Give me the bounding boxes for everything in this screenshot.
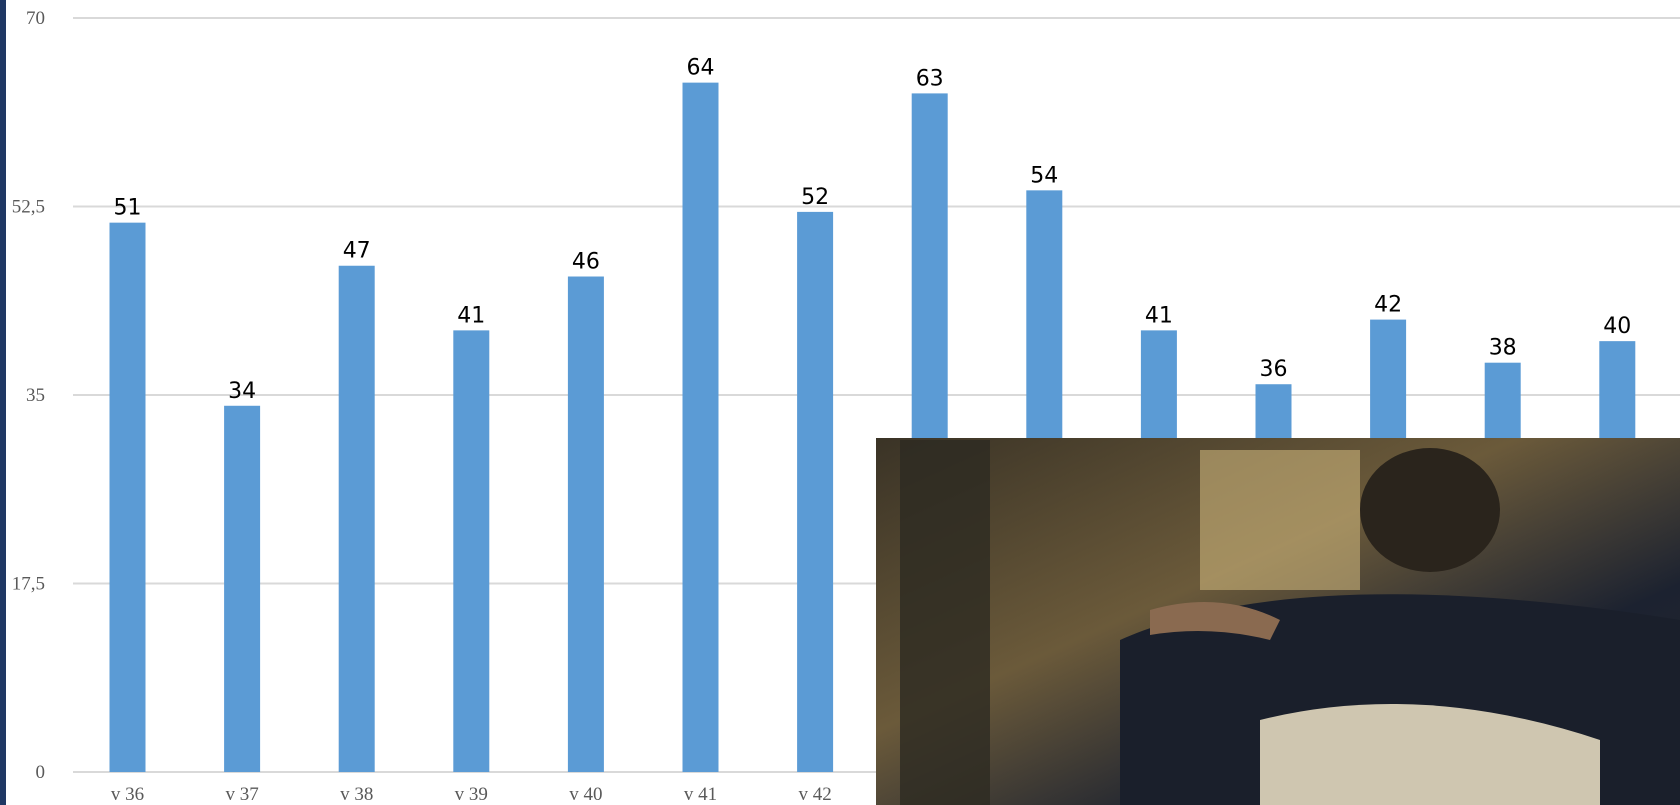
x-tick-label: v 37 (225, 784, 258, 805)
value-label: 51 (114, 196, 142, 221)
value-label: 64 (687, 56, 715, 81)
value-label: 34 (228, 379, 256, 404)
bar (797, 211, 834, 772)
value-label: 52 (801, 185, 829, 210)
x-tick-label: v 36 (111, 784, 144, 805)
x-tick-label: v 40 (569, 784, 602, 805)
bar (224, 405, 261, 772)
bar (682, 82, 719, 773)
bar (567, 276, 604, 772)
value-label: 54 (1030, 163, 1058, 188)
bar (109, 222, 146, 772)
x-tick-label: v 41 (684, 784, 717, 805)
y-tick-label: 52,5 (12, 197, 45, 218)
value-label: 41 (457, 303, 485, 328)
value-label: 38 (1489, 336, 1517, 361)
bar (338, 265, 375, 772)
value-label: 46 (572, 250, 600, 275)
y-tick-label: 0 (36, 762, 46, 783)
x-tick-label: v 39 (455, 784, 488, 805)
x-tick-label: v 38 (340, 784, 373, 805)
y-tick-label: 17,5 (12, 574, 45, 595)
value-label: 47 (343, 239, 371, 264)
y-tick-label: 35 (26, 385, 45, 406)
x-tick-label: v 42 (798, 784, 831, 805)
value-label: 36 (1260, 357, 1288, 382)
photo (876, 438, 1680, 805)
value-label: 40 (1603, 314, 1631, 339)
bar (453, 330, 490, 772)
value-label: 42 (1374, 293, 1402, 318)
value-label: 41 (1145, 303, 1173, 328)
value-label: 63 (916, 66, 944, 91)
y-tick-label: 70 (26, 8, 45, 29)
left-edge (0, 0, 6, 805)
